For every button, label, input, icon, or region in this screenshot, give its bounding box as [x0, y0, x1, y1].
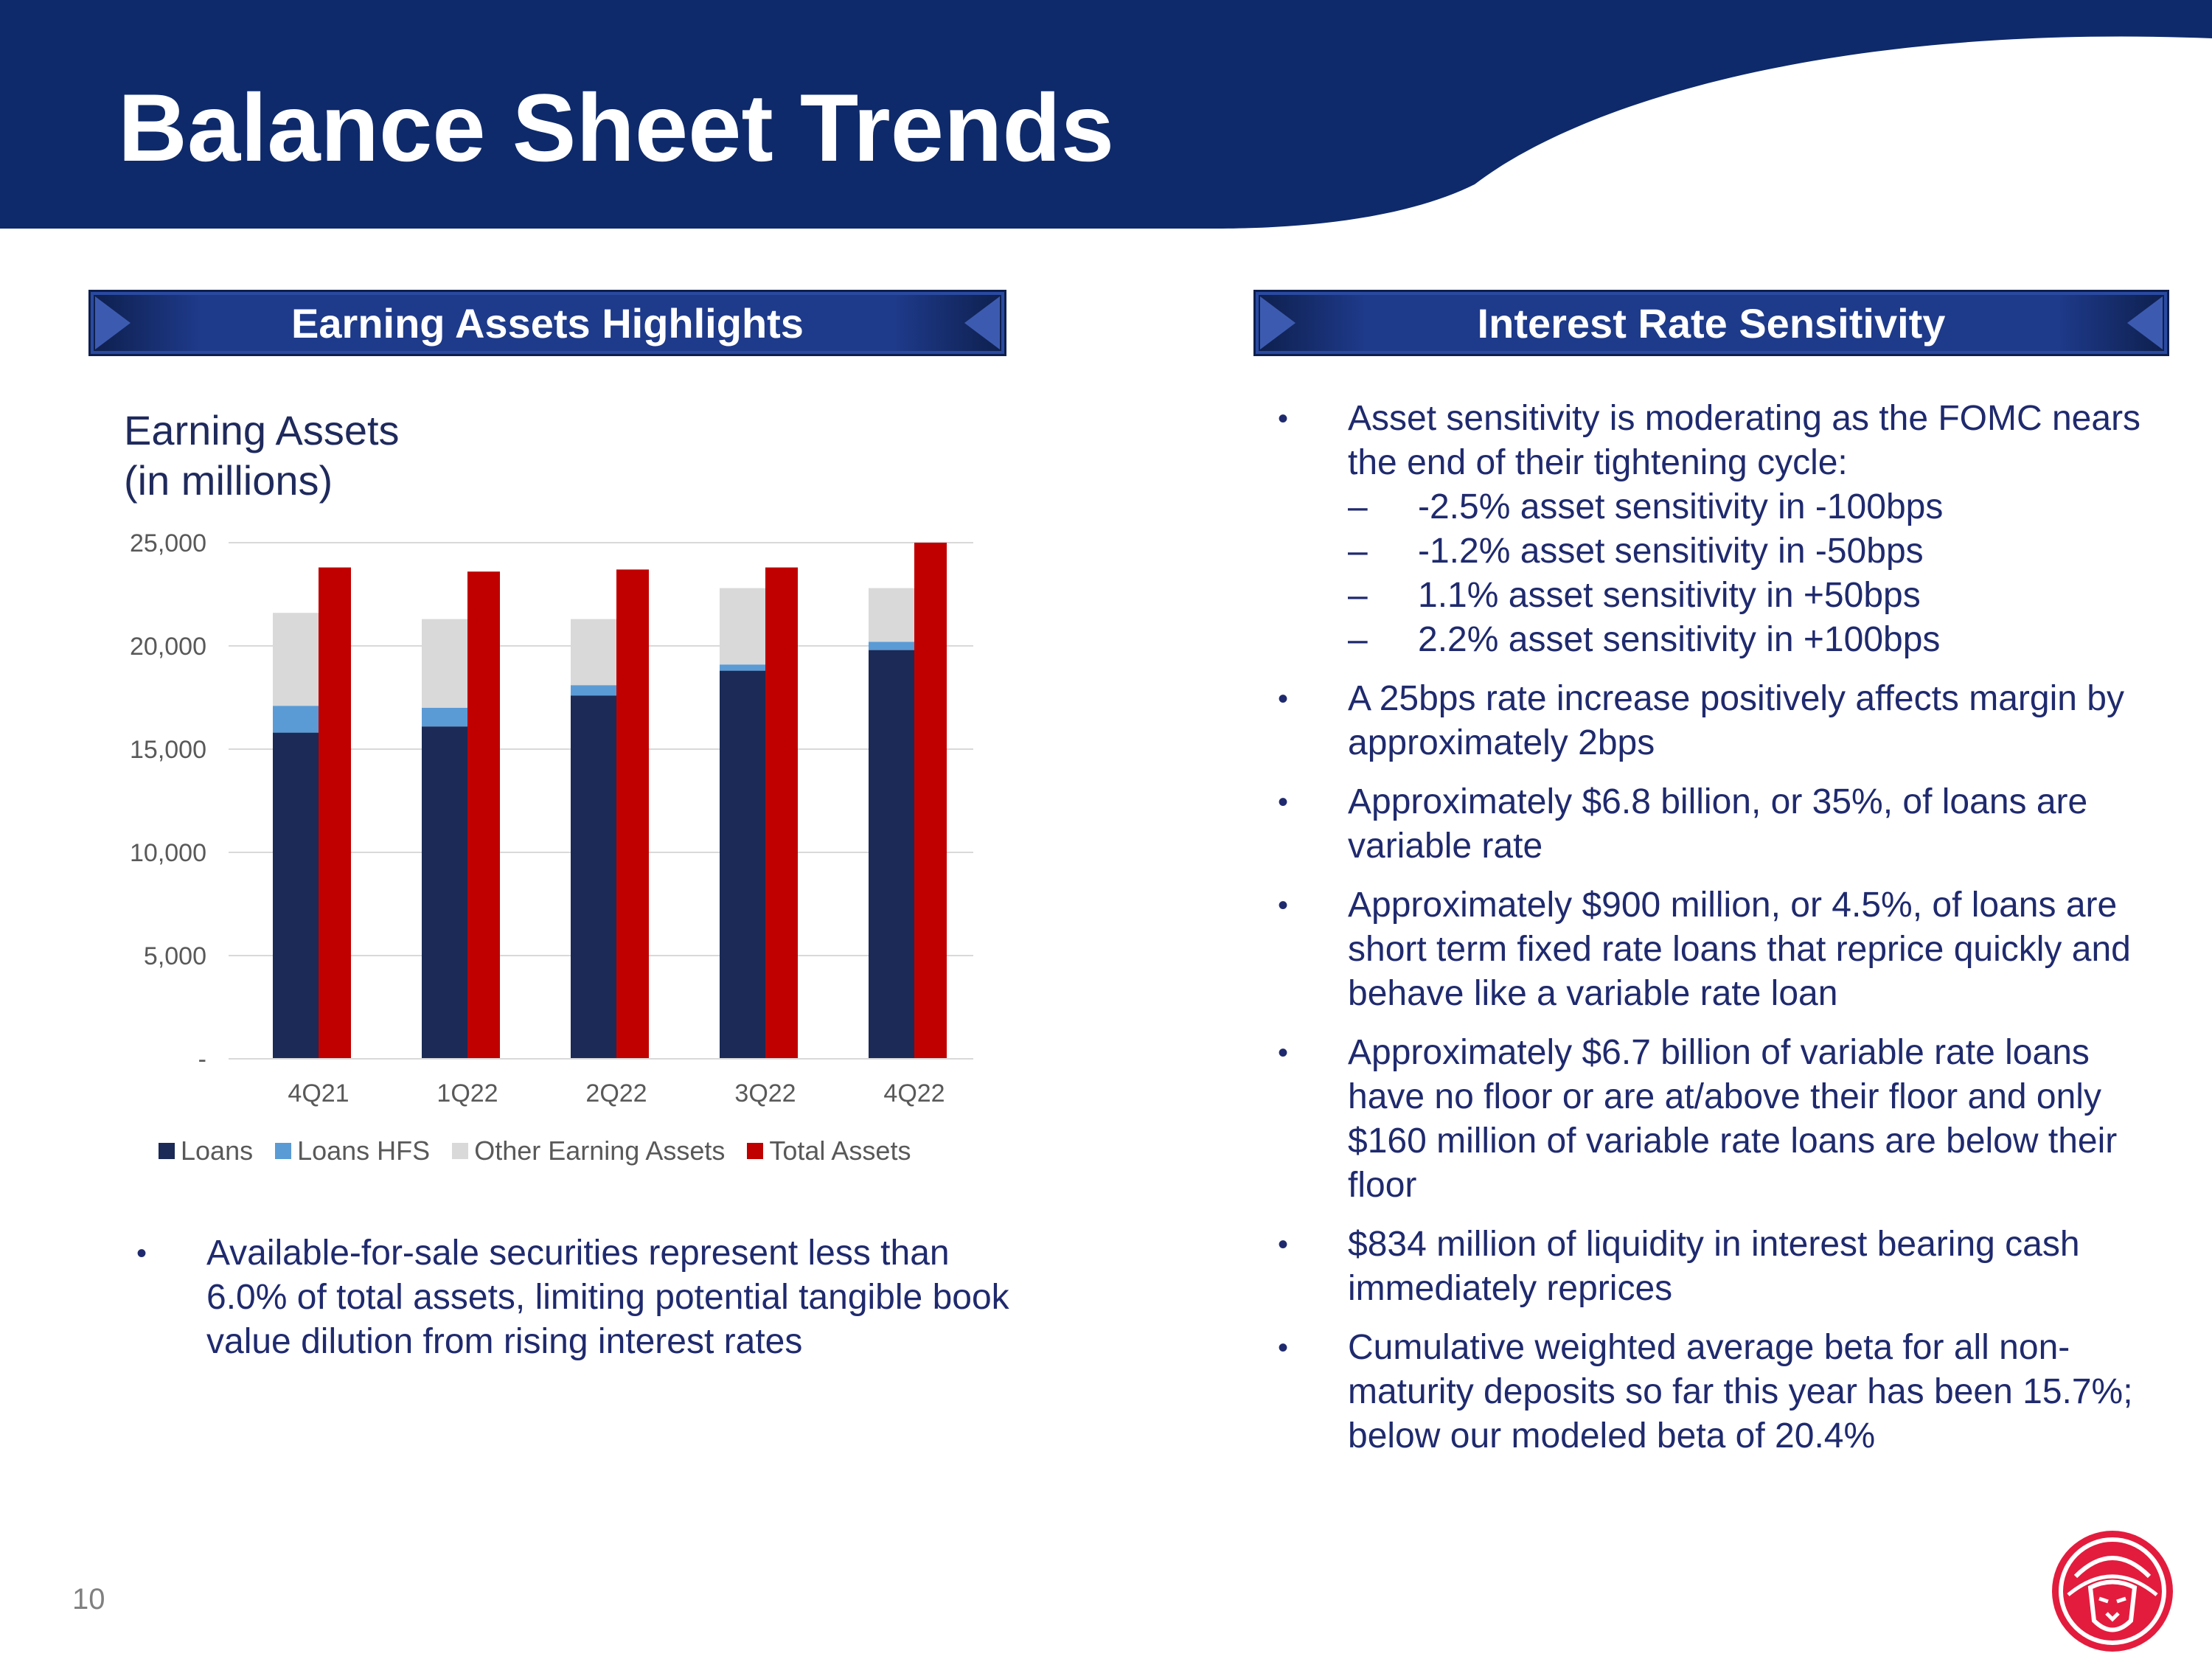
header-left-ornament: [1260, 296, 1295, 349]
list-item: • $834 million of liquidity in interest b…: [1278, 1222, 2159, 1311]
bar-total-assets: [616, 569, 649, 1059]
x-tick-label: 4Q21: [288, 1079, 349, 1107]
interest-rate-header: Interest Rate Sensitivity: [1253, 290, 2169, 356]
list-item: • Asset sensitivity is moderating as the…: [1278, 397, 2159, 662]
bar-total-assets: [467, 571, 500, 1059]
bar-other-earning-assets: [720, 588, 765, 665]
sub-list-item: – -1.2% asset sensitivity in -50bps: [1348, 529, 2159, 574]
chart-legend: Loans Loans HFS Other Earning Assets Total …: [159, 1135, 911, 1166]
legend-item: Loans HFS: [275, 1135, 430, 1166]
list-item: • Approximately $900 million, or 4.5%, of…: [1278, 883, 2159, 1016]
y-tick-label: 20,000: [130, 633, 206, 661]
earning-assets-chart: - 5,000 10,000 15,000 20,000 25,000 4Q21 1Q22 2Q…: [130, 529, 973, 1107]
chart-title: Earning Assets (in millions): [124, 406, 400, 506]
header-left-ornament: [95, 296, 131, 349]
bullet-icon: •: [1278, 403, 1289, 435]
bullet-text: Approximately $6.8 billion, or 35%, of l…: [1348, 782, 2088, 866]
interest-rate-header-label: Interest Rate Sensitivity: [1477, 299, 1946, 347]
y-tick-label: 25,000: [130, 529, 206, 557]
bar-total-assets: [319, 567, 351, 1059]
sub-item-text: 1.1% asset sensitivity in +50bps: [1418, 576, 1921, 615]
page-number: 10: [72, 1583, 105, 1615]
sub-item-text: 2.2% asset sensitivity in +100bps: [1418, 620, 1941, 659]
x-tick-label: 3Q22: [734, 1079, 796, 1107]
legend-label: Loans HFS: [297, 1135, 431, 1166]
earning-assets-header: Earning Assets Highlights: [88, 290, 1006, 356]
bullet-text: Approximately $6.7 billion of variable r…: [1348, 1033, 2118, 1205]
legend-label: Other Earning Assets: [474, 1135, 726, 1166]
list-item: • Approximately $6.7 billion of variable …: [1278, 1031, 2159, 1208]
bar-loans: [273, 732, 319, 1059]
y-tick-label: 15,000: [130, 736, 206, 764]
lion-head-icon: [2052, 1531, 2173, 1652]
legend-label: Total Assets: [769, 1135, 911, 1166]
bar-loans: [422, 726, 467, 1059]
y-tick-label: 5,000: [144, 942, 206, 970]
legend-swatch: [747, 1143, 764, 1159]
bar-loans-hfs: [720, 664, 765, 671]
bullet-text: Approximately $900 million, or 4.5%, of …: [1348, 886, 2131, 1013]
bar-loans: [571, 695, 616, 1059]
list-item: • Approximately $6.8 billion, or 35%, of …: [1278, 780, 2159, 869]
bullet-text: A 25bps rate increase positively affects…: [1348, 679, 2124, 762]
bar-loans-hfs: [422, 708, 467, 727]
earning-assets-header-label: Earning Assets Highlights: [291, 299, 804, 347]
bar-loans-hfs: [571, 685, 616, 696]
bar-other-earning-assets: [273, 613, 319, 706]
bar-other-earning-assets: [869, 588, 914, 642]
legend-item: Other Earning Assets: [452, 1135, 725, 1166]
list-item: • Available-for-sale securities represen…: [136, 1231, 1018, 1364]
legend-item: Loans: [159, 1135, 253, 1166]
x-tick-label: 4Q22: [883, 1079, 945, 1107]
sub-list-item: – 2.2% asset sensitivity in +100bps: [1348, 618, 2159, 662]
bar-loans-hfs: [273, 706, 319, 733]
sub-item-text: -2.5% asset sensitivity in -100bps: [1418, 487, 1944, 526]
y-tick-label: -: [198, 1046, 206, 1074]
list-item: • A 25bps rate increase positively affect…: [1278, 677, 2159, 765]
bullet-text: $834 million of liquidity in interest be…: [1348, 1225, 2080, 1308]
dash-icon: –: [1348, 576, 1368, 615]
bar-total-assets: [914, 543, 947, 1059]
bullet-icon: •: [1278, 786, 1289, 818]
bar-loans: [869, 650, 914, 1059]
page-title: Balance Sheet Trends: [118, 74, 1115, 181]
bullet-text: Cumulative weighted average beta for all…: [1348, 1328, 2133, 1455]
bullet-icon: •: [1278, 1228, 1289, 1261]
dash-icon: –: [1348, 532, 1368, 571]
legend-label: Loans: [181, 1135, 254, 1166]
bullet-icon: •: [1278, 683, 1289, 715]
bar-loans: [720, 670, 765, 1059]
sub-list: – -2.5% asset sensitivity in -100bps – -1.…: [1348, 485, 2159, 662]
legend-swatch: [275, 1143, 292, 1159]
legend-swatch: [159, 1143, 175, 1159]
x-tick-label: 2Q22: [585, 1079, 647, 1107]
bar-loans-hfs: [869, 641, 914, 650]
sub-list-item: – -2.5% asset sensitivity in -100bps: [1348, 485, 2159, 529]
sub-item-text: -1.2% asset sensitivity in -50bps: [1418, 532, 1924, 571]
dash-icon: –: [1348, 487, 1368, 526]
right-bullet-list: • Asset sensitivity is moderating as the…: [1278, 397, 2159, 1473]
chart-title-line1: Earning Assets: [124, 407, 400, 453]
header-right-ornament: [964, 296, 1000, 349]
bullet-icon: •: [1278, 1037, 1289, 1069]
bar-other-earning-assets: [422, 619, 467, 708]
bar-total-assets: [765, 567, 798, 1059]
x-tick-label: 1Q22: [437, 1079, 498, 1107]
header-right-ornament: [2127, 296, 2163, 349]
sub-list-item: – 1.1% asset sensitivity in +50bps: [1348, 574, 2159, 618]
legend-swatch: [452, 1143, 469, 1159]
list-item: • Cumulative weighted average beta for al…: [1278, 1326, 2159, 1458]
header-banner: [0, 0, 2212, 229]
left-bullet-list: • Available-for-sale securities represen…: [136, 1231, 1018, 1364]
bullet-icon: •: [1278, 889, 1289, 922]
chart-title-line2: (in millions): [124, 457, 333, 504]
bar-other-earning-assets: [571, 619, 616, 686]
bullet-icon: •: [1278, 1332, 1289, 1364]
bullet-text: Available-for-sale securities represent …: [206, 1234, 1009, 1361]
bullet-text: Asset sensitivity is moderating as the F…: [1348, 399, 2141, 482]
y-tick-label: 10,000: [130, 839, 206, 867]
dash-icon: –: [1348, 620, 1368, 659]
legend-item: Total Assets: [747, 1135, 911, 1166]
bullet-icon: •: [136, 1237, 147, 1270]
